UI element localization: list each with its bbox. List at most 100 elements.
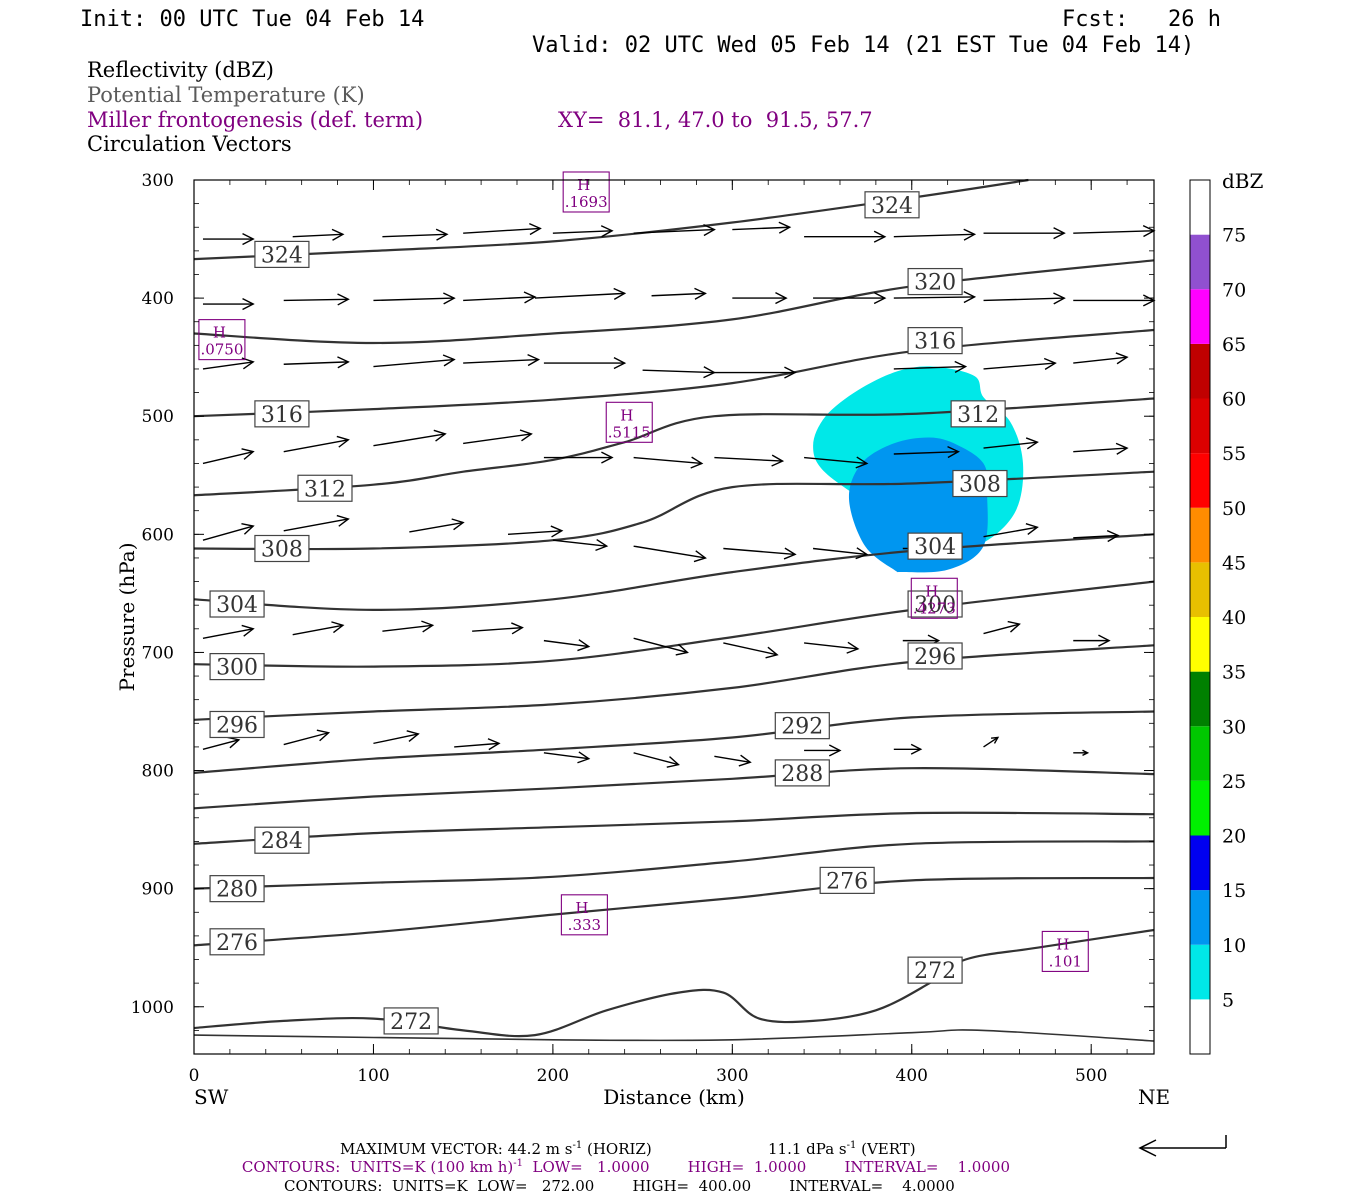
vector-arrow [292,621,345,636]
vector-arrow [714,754,752,767]
plot-frame [193,179,1155,1055]
svg-text:300: 300 [216,656,258,681]
svg-text:304: 304 [216,593,258,618]
vector-arrow [893,291,977,304]
contour-label-300: 300 [209,653,265,681]
svg-text:H: H [213,324,226,342]
vector-arrow [463,291,537,304]
vector-arrow [283,435,350,453]
svg-text:288: 288 [781,762,823,787]
vector-arrow [463,429,533,445]
vector-arrow [723,642,779,659]
contour-label-308: 308 [254,534,310,562]
frontogenesis-high-marker: H.101 [1041,930,1089,972]
vector-arrow [534,287,627,300]
theta-contour-surface-0 [193,1029,1155,1042]
contour-label-284: 284 [254,826,310,854]
x-tick-label: 500 [1075,1066,1107,1086]
svg-text:.5115: .5115 [608,423,651,441]
x-axis-title: Distance (km) [603,1085,745,1109]
svg-text:316: 316 [261,403,303,428]
vector-arrow [732,221,792,234]
vector-arrow [983,292,1066,305]
theta-contour-320 [193,259,1155,345]
vector-arrow [202,523,255,541]
forecast-hour: Fcst: 26 h [1062,7,1221,32]
svg-text:320: 320 [914,271,956,296]
contour-label-324: 324 [864,191,920,219]
colorbar-label: 65 [1222,334,1246,356]
y-tick-label: 300 [142,171,174,191]
svg-text:308: 308 [261,537,303,562]
vector-arrow [633,456,704,469]
theta-contour-292 [193,710,1155,774]
valid-time: Valid: 02 UTC Wed 05 Feb 14 (21 EST Tue … [532,33,1194,58]
vector-arrow [454,738,501,751]
svg-text:324: 324 [261,243,303,268]
svg-text:312: 312 [304,477,346,502]
field-reflectivity: Reflectivity (dBZ) [87,58,274,82]
vector-arrow [732,292,788,305]
field-frontogenesis: Miller frontogenesis (def. term) [87,108,423,132]
contour-label-288: 288 [774,759,830,787]
vector-arrow [1073,294,1156,307]
vector-arrow [543,356,627,370]
vector-arrow [983,523,1039,538]
contour-label-312: 312 [950,400,1006,428]
colorbar-segment [1190,835,1210,891]
vector-arrow [633,223,716,237]
field-circulation-vectors: Circulation Vectors [87,132,292,156]
frontogenesis-high-marker: H.333 [560,894,608,936]
vector-arrow [983,227,1066,240]
contour-label-304: 304 [209,590,265,618]
vector-arrow [283,356,350,369]
colorbar-segment [1190,780,1210,836]
vector-arrow [373,292,456,305]
svg-text:.101: .101 [1049,952,1082,970]
colorbar-segment [1190,999,1210,1054]
vector-arrow [1073,634,1111,647]
cross-section-endpoints: XY= 81.1, 47.0 to 91.5, 57.7 [558,108,873,132]
vector-arrow [463,222,542,236]
vector-arrow [1073,442,1129,455]
theta-contour-284 [193,811,1155,845]
max-vector-text: MAXIMUM VECTOR: 44.2 m s-1 (HORIZ) [340,1140,652,1158]
vector-arrow [893,228,977,241]
colorbar-title: dBZ [1222,169,1264,193]
reference-vector-icon [1138,1135,1227,1157]
vector-arrow [893,445,960,459]
svg-text:H: H [575,899,588,917]
vector-arrow [202,357,255,370]
x-tick-label: 400 [896,1066,928,1086]
vector-arrow [472,622,524,635]
vector-arrow [983,357,1057,370]
colorbar-label: 5 [1222,989,1234,1011]
colorbar-label: 30 [1222,716,1246,738]
frontogenesis-contour-info: CONTOURS: UNITS=K (100 km h)-1 LOW= 1.00… [218,1158,1024,1176]
theta-contour-276 [193,876,1155,947]
contour-label-292: 292 [774,712,830,740]
contour-label-316: 316 [907,327,963,355]
vector-arrow [983,620,1021,635]
svg-text:H: H [925,582,938,600]
colorbar-segment [1190,562,1210,617]
vector-arrow [1073,225,1156,238]
colorbar-label: 50 [1222,498,1246,520]
dbz-colorbar: 5 10 15 20 25 30 35 40 45 50 55 60 65 70 75 [1189,179,1246,1055]
svg-text:H: H [577,176,590,194]
colorbar-segment [1190,343,1210,399]
contour-label-324: 324 [254,240,310,268]
vector-arrow [633,545,707,563]
x-tick-label: 300 [716,1066,748,1086]
vector-arrow [723,547,797,560]
ne-label: NE [1138,1085,1170,1109]
vector-arrow [804,456,869,469]
colorbar-label: 10 [1222,935,1246,957]
vector-arrow [893,743,923,755]
svg-text:316: 316 [914,330,956,355]
contour-labels: 324 324 320 316 316 312 312 308 308 304 304 300 300 2… [209,191,1008,1035]
vector-arrow [373,730,420,745]
vector-arrow [543,451,614,464]
y-tick-label: 900 [142,880,174,900]
vector-arrow [804,744,842,757]
